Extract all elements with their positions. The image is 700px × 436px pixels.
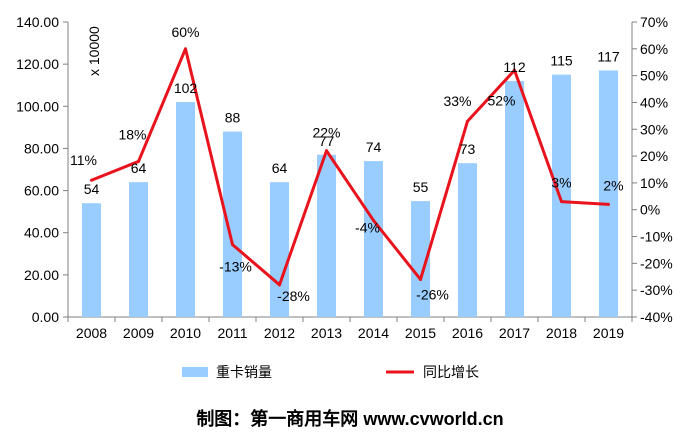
bar-data-label: 88 <box>225 110 241 126</box>
right-tick-label: 70% <box>640 14 668 30</box>
line-data-label: -4% <box>355 219 380 235</box>
bar <box>552 74 571 317</box>
bar-data-label: 55 <box>413 179 429 195</box>
bar <box>458 163 477 317</box>
bar <box>223 131 242 317</box>
line-data-label: 2% <box>603 177 623 193</box>
right-tick-label: 10% <box>640 175 668 191</box>
line-data-label: 33% <box>443 93 471 109</box>
line-point <box>466 119 469 123</box>
x-tick-label: 2016 <box>452 325 483 341</box>
line-point <box>137 159 140 163</box>
left-tick-label: 140.00 <box>16 14 59 30</box>
left-tick-label: 0.00 <box>32 309 59 325</box>
bar <box>82 203 101 317</box>
right-tick-label: -10% <box>640 229 673 245</box>
bar-series <box>82 70 618 317</box>
right-tick-label: -20% <box>640 255 673 271</box>
line-data-label: 22% <box>312 125 340 141</box>
bar <box>364 161 383 317</box>
line-point <box>419 277 422 281</box>
line-point <box>560 200 563 204</box>
x-tick-label: 2008 <box>76 325 107 341</box>
bar <box>317 154 336 317</box>
bar-data-label: 54 <box>84 181 100 197</box>
right-tick-label: 60% <box>640 41 668 57</box>
legend: 重卡销量 同比增长 <box>182 364 479 380</box>
x-tick-label: 2011 <box>217 325 247 341</box>
line-point <box>607 202 610 206</box>
bar-data-labels: 54 64 102 88 64 77 74 55 73 112 115 117 <box>84 48 620 197</box>
x-tick-label: 2017 <box>499 325 530 341</box>
left-tick-label: 40.00 <box>24 225 59 241</box>
bar <box>599 70 618 317</box>
legend-bar-label: 重卡销量 <box>216 364 272 380</box>
x-tick-label: 2014 <box>358 325 389 341</box>
line-data-label: 60% <box>171 24 199 40</box>
line-point <box>513 68 516 72</box>
x-axis: 2008 2009 2010 2011 2012 2013 2014 2015 2016 2017… <box>67 316 633 341</box>
x-tick-label: 2009 <box>123 325 154 341</box>
line-point <box>184 47 187 51</box>
image-credit: 制图：第一商用车网 www.cvworld.cn <box>196 408 503 429</box>
bar-data-label: 64 <box>272 160 288 176</box>
line-data-labels: 11% 18% 60% -13% -28% 22% -4% -26% 33% 52% 3% 2% <box>70 24 624 304</box>
left-axis: 0.00 20.00 40.00 60.00 80.00 100.00 120.00 140.… <box>16 14 69 325</box>
bar-data-label: 102 <box>174 80 198 96</box>
bar-data-label: 117 <box>597 48 620 64</box>
x-tick-label: 2013 <box>311 325 342 341</box>
right-tick-label: -40% <box>640 309 673 325</box>
line-data-label: 52% <box>487 92 515 108</box>
left-tick-label: 80.00 <box>24 140 59 156</box>
right-tick-label: 0% <box>640 202 660 218</box>
line-data-label: -26% <box>416 286 449 302</box>
growth-line <box>90 47 609 287</box>
left-tick-label: 100.00 <box>16 98 59 114</box>
bar <box>129 182 148 317</box>
bar-data-label: 77 <box>319 133 335 149</box>
line-data-label: 11% <box>70 152 97 168</box>
right-tick-label: 40% <box>640 94 668 110</box>
bar-data-label: 112 <box>503 59 526 75</box>
line-data-label: 18% <box>118 126 146 142</box>
x-tick-label: 2015 <box>405 325 436 341</box>
line-data-label: -28% <box>277 288 310 304</box>
left-tick-label: 120.00 <box>16 56 59 72</box>
bar-data-label: 115 <box>550 53 573 69</box>
x-tick-label: 2019 <box>593 325 624 341</box>
right-axis: -40% -30% -20% -10% 0% 10% 20% 30% 40% 50% 60% 70% <box>631 14 673 325</box>
left-tick-label: 60.00 <box>24 183 59 199</box>
right-tick-label: 30% <box>640 121 668 137</box>
bar <box>176 102 195 317</box>
bar <box>411 201 430 317</box>
line-point <box>278 283 281 287</box>
legend-line-label: 同比增长 <box>423 364 479 380</box>
left-tick-label: 20.00 <box>24 267 59 283</box>
line-point <box>231 243 234 247</box>
unit-label: x 10000 <box>86 26 102 76</box>
bar <box>270 182 289 317</box>
line-data-label: -13% <box>219 259 252 275</box>
bar-data-label: 74 <box>366 139 382 155</box>
line-series <box>90 47 610 287</box>
bar-data-label: 64 <box>131 160 147 176</box>
legend-bar-swatch <box>182 367 208 377</box>
x-tick-label: 2010 <box>170 325 201 341</box>
bar-data-label: 73 <box>460 141 476 157</box>
bar <box>505 81 524 317</box>
line-data-label: 3% <box>551 175 571 191</box>
x-tick-label: 2018 <box>546 325 577 341</box>
line-point <box>372 218 375 222</box>
right-tick-label: -30% <box>640 282 673 298</box>
line-point <box>90 178 93 182</box>
right-tick-label: 50% <box>640 68 668 84</box>
x-tick-label: 2012 <box>264 325 295 341</box>
line-point <box>325 149 328 153</box>
right-tick-label: 20% <box>640 148 668 164</box>
